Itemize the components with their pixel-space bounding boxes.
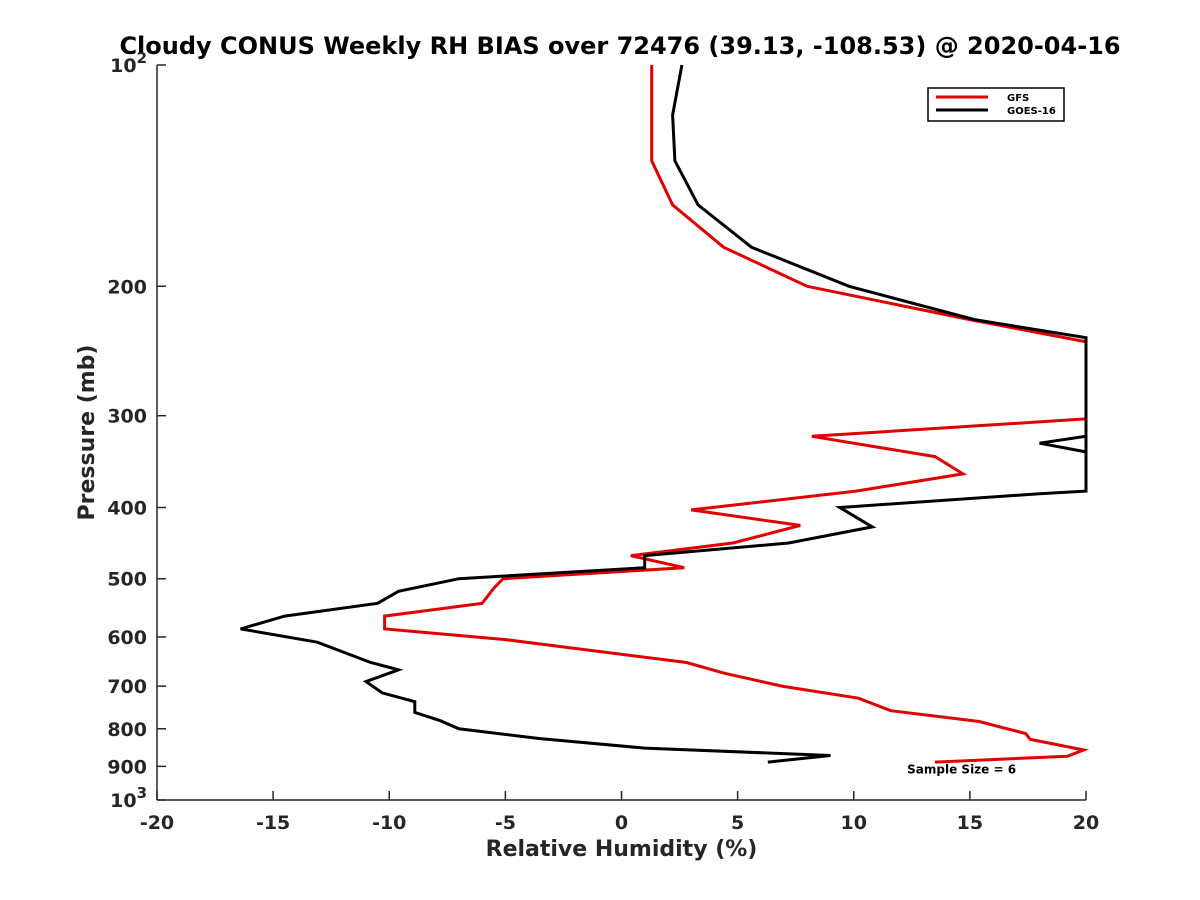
chart-title: Cloudy CONUS Weekly RH BIAS over 72476 (… (119, 32, 1120, 60)
y-tick-label: 700 (107, 676, 147, 698)
x-tick-label: -10 (372, 812, 406, 834)
annotations: Sample Size = 6 (907, 762, 1016, 776)
series-line-gfs (383, 65, 1090, 764)
y-tick-label: 400 (107, 498, 147, 520)
legend-label: GOES-16 (1007, 106, 1056, 117)
x-tick-label: -15 (256, 812, 290, 834)
x-tick-label: 5 (731, 812, 744, 834)
y-tick-label: 300 (107, 406, 147, 428)
x-axis-label: Relative Humidity (%) (486, 837, 758, 862)
x-tick-label: 0 (615, 812, 628, 834)
legend: GFS GOES-16 (927, 87, 1065, 122)
series-layer (240, 64, 1090, 764)
x-tick-label: -5 (495, 812, 516, 834)
y-tick-label: 103 (110, 784, 147, 812)
x-tick-label: 15 (957, 812, 983, 834)
y-tick-label: 200 (107, 276, 147, 298)
y-axis-label: Pressure (mb) (75, 345, 100, 521)
x-tick-label: 10 (841, 812, 867, 834)
x-ticks: -20 -15 -10 -5 0 5 10 15 20 (140, 791, 1099, 834)
x-tick-label: 20 (1073, 812, 1099, 834)
y-tick-label: 102 (110, 49, 147, 77)
y-tick-label: 500 (107, 569, 147, 591)
y-tick-label: 800 (107, 719, 147, 741)
legend-box (927, 87, 1065, 122)
y-tick-label: 600 (107, 627, 147, 649)
sample-size-annotation: Sample Size = 6 (907, 762, 1016, 776)
y-tick-label: 900 (107, 756, 147, 778)
series-line-goes-16 (240, 64, 1088, 764)
plot-area: -20 -15 -10 -5 0 5 10 15 20 102 200 300 400 500 600 70… (107, 49, 1099, 834)
x-tick-label: -20 (140, 812, 174, 834)
legend-label: GFS (1007, 93, 1029, 104)
y-ticks: 102 200 300 400 500 600 700 800 900 103 (107, 49, 166, 812)
plot-frame (157, 65, 1086, 800)
